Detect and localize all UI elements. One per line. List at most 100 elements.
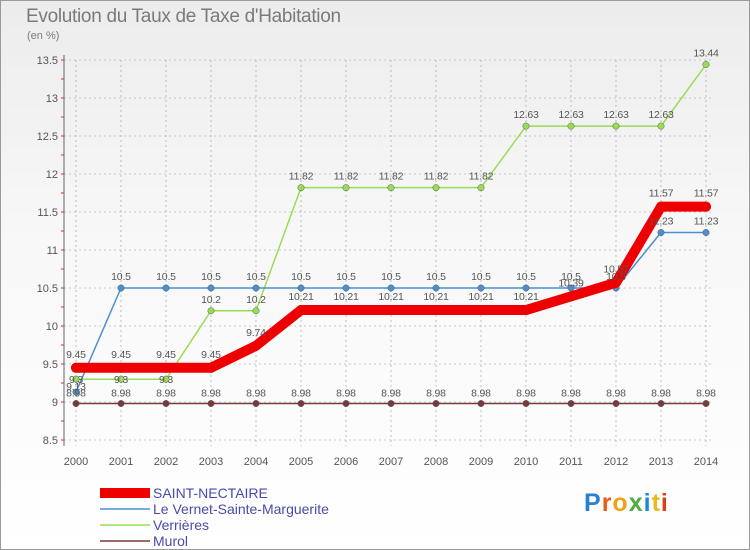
- data-point-vernet: [297, 284, 305, 292]
- data-label-verrieres: 13.44: [693, 48, 719, 60]
- logo-letter: x: [628, 489, 644, 517]
- data-label-vernet: 10.5: [471, 271, 491, 283]
- data-point-saint: [656, 201, 666, 212]
- y-axis-unit: (en %): [27, 30, 60, 42]
- x-tick-label: 2013: [649, 456, 673, 468]
- data-label-murol: 8.98: [471, 388, 491, 400]
- logo-letter: P: [584, 489, 602, 517]
- data-label-murol: 8.98: [561, 388, 581, 400]
- data-point-murol: [657, 400, 665, 407]
- data-point-saint: [161, 362, 171, 373]
- data-label-verrieres: 12.63: [558, 109, 584, 121]
- data-point-verrieres: [657, 122, 665, 130]
- data-point-vernet: [387, 284, 395, 292]
- data-point-murol: [477, 400, 485, 407]
- data-point-verrieres: [522, 122, 530, 130]
- data-label-vernet: 9.13: [66, 381, 86, 393]
- data-point-saint: [341, 305, 351, 316]
- data-point-murol: [702, 400, 710, 407]
- data-label-saint: 11.57: [649, 188, 674, 200]
- x-tick-label: 2005: [289, 456, 313, 468]
- data-point-verrieres: [477, 184, 485, 192]
- data-label-saint: 10.39: [558, 277, 584, 289]
- data-label-verrieres: 12.63: [513, 109, 539, 121]
- data-point-murol: [567, 400, 575, 407]
- data-label-vernet: 10.5: [156, 271, 176, 283]
- data-point-saint: [206, 362, 216, 373]
- data-label-vernet: 10.5: [516, 271, 536, 283]
- data-point-vernet: [117, 284, 125, 292]
- data-label-vernet: 10.5: [246, 271, 266, 283]
- x-tick-label: 2010: [514, 456, 538, 468]
- data-point-verrieres: [702, 61, 710, 69]
- x-tick-label: 2001: [109, 456, 133, 468]
- y-tick-label: 9: [52, 397, 58, 409]
- data-point-saint: [431, 305, 441, 316]
- chart-title: Evolution du Taux de Taxe d'Habitation: [26, 6, 341, 27]
- data-point-verrieres: [207, 307, 215, 315]
- data-label-murol: 8.98: [426, 388, 446, 400]
- data-point-murol: [522, 400, 530, 407]
- data-label-verrieres: 11.82: [424, 171, 449, 183]
- data-label-verrieres: 11.82: [379, 171, 404, 183]
- data-point-murol: [117, 400, 125, 407]
- data-point-saint: [71, 362, 81, 373]
- data-label-saint: 11.57: [694, 188, 719, 200]
- data-label-verrieres: 9.3: [114, 374, 128, 386]
- data-point-verrieres: [567, 122, 575, 130]
- data-label-saint: 10.21: [423, 291, 449, 303]
- y-tick-label: 12: [46, 169, 58, 181]
- x-tick-label: 2012: [604, 456, 628, 468]
- data-label-murol: 8.98: [246, 388, 266, 400]
- logo-letter: r: [601, 489, 613, 517]
- data-label-vernet: 10.5: [291, 271, 311, 283]
- data-point-murol: [207, 400, 215, 407]
- data-point-vernet: [252, 284, 260, 292]
- data-point-saint: [251, 340, 261, 351]
- data-label-verrieres: 11.82: [289, 171, 314, 183]
- data-label-vernet: 10.5: [336, 271, 356, 283]
- logo-letter: t: [651, 489, 661, 517]
- data-point-verrieres: [252, 307, 260, 315]
- data-label-verrieres: 12.63: [603, 109, 629, 121]
- x-tick-label: 2011: [559, 456, 583, 468]
- legend-label-saint: SAINT-NECTAIRE: [153, 485, 268, 501]
- data-point-saint: [476, 305, 486, 316]
- data-point-murol: [342, 400, 350, 407]
- data-point-murol: [612, 400, 620, 407]
- x-tick-label: 2004: [244, 456, 268, 468]
- data-label-saint: 10.21: [378, 291, 404, 303]
- series-layer: [71, 61, 711, 407]
- data-label-verrieres: 11.82: [469, 171, 494, 183]
- y-tick-label: 12.5: [37, 131, 58, 143]
- data-point-vernet: [657, 229, 665, 236]
- x-tick-label: 2014: [694, 456, 718, 468]
- legend-label-verrieres: Verrières: [153, 517, 209, 533]
- data-label-saint: 9.45: [156, 349, 176, 361]
- y-tick-label: 8.5: [43, 435, 58, 447]
- data-point-saint: [296, 305, 306, 316]
- x-tick-label: 2007: [379, 456, 403, 468]
- data-label-verrieres: 9.3: [159, 374, 173, 386]
- data-label-vernet: 10.5: [606, 271, 626, 283]
- y-tick-label: 9.5: [43, 359, 58, 371]
- data-point-vernet: [342, 284, 350, 292]
- data-label-murol: 8.98: [516, 388, 536, 400]
- data-point-murol: [252, 400, 260, 407]
- data-label-murol: 8.98: [291, 388, 311, 400]
- data-point-verrieres: [162, 375, 170, 383]
- data-point-saint: [116, 362, 126, 373]
- proxiti-logo: Proxiti: [584, 489, 669, 518]
- x-tick-label: 2009: [469, 456, 493, 468]
- y-tick-label: 11: [47, 245, 58, 257]
- legend-label-vernet: Le Vernet-Sainte-Marguerite: [153, 501, 329, 517]
- grid-lines: [64, 59, 712, 446]
- x-tick-label: 2002: [154, 456, 178, 468]
- data-label-murol: 8.98: [606, 388, 626, 400]
- data-point-murol: [162, 400, 170, 407]
- data-label-murol: 8.98: [201, 388, 221, 400]
- data-point-vernet: [432, 284, 440, 292]
- data-label-verrieres: 12.63: [648, 109, 674, 121]
- data-label-vernet: 10.5: [111, 271, 131, 283]
